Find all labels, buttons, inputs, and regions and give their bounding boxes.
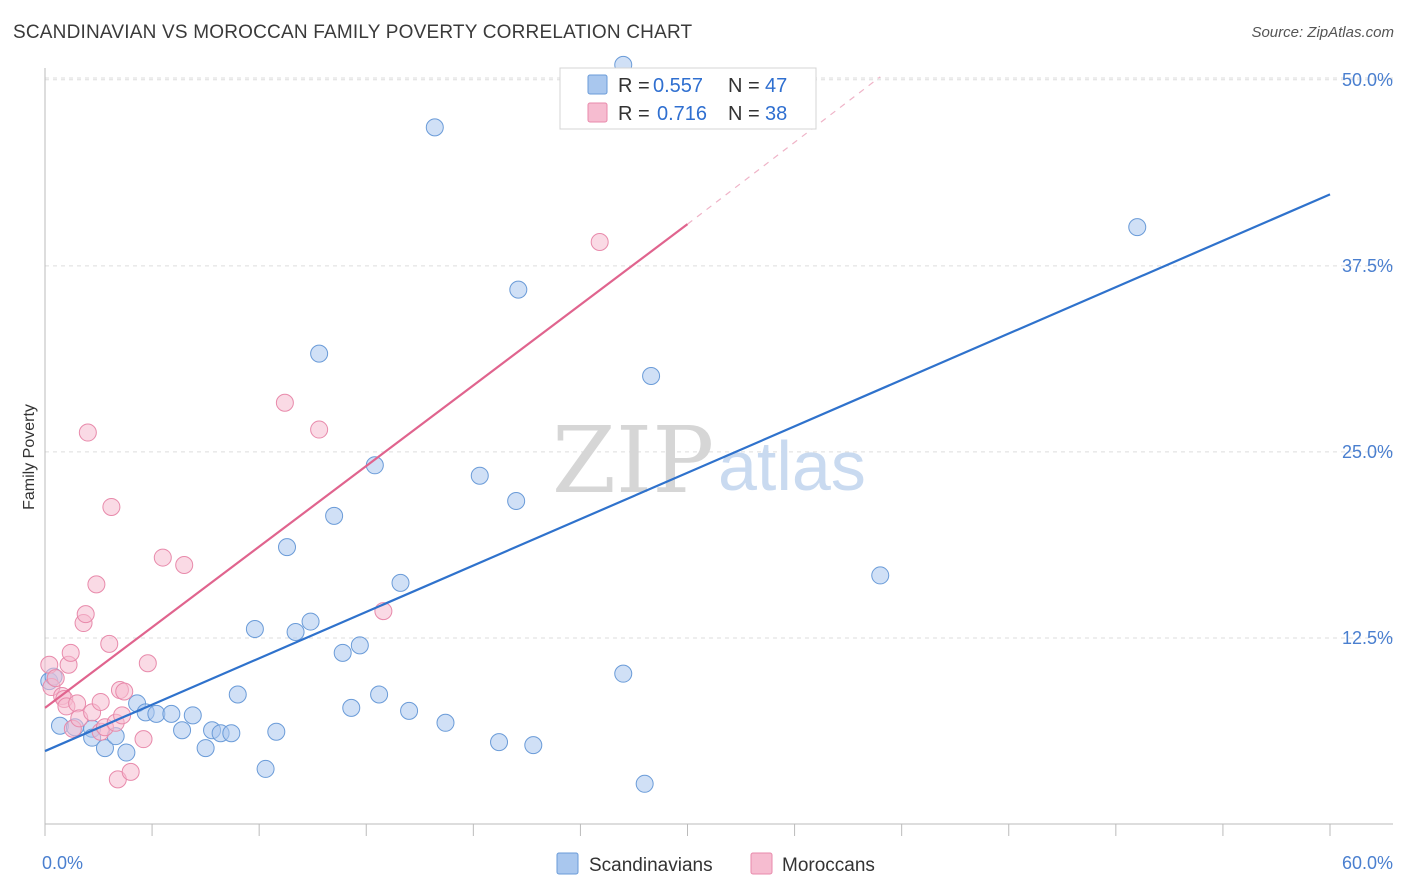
point-scandinavian xyxy=(871,566,890,585)
point-scandinavian xyxy=(286,622,305,641)
point-scandinavian xyxy=(162,704,181,723)
point-scandinavian xyxy=(400,701,419,720)
point-scandinavian xyxy=(391,573,410,592)
legend-swatch-moroccans xyxy=(587,102,608,123)
legend-box: R = 0.557 N = 47 R = 0.716 N = 38 xyxy=(559,67,817,130)
point-scandinavian xyxy=(333,643,352,662)
bottom-legend-label-scandinavians: Scandinavians xyxy=(589,855,713,876)
point-moroccan xyxy=(121,762,140,781)
chart-title: SCANDINAVIAN VS MOROCCAN FAMILY POVERTY … xyxy=(13,22,693,43)
watermark: ZIP atlas xyxy=(552,407,866,514)
point-scandinavian xyxy=(196,739,215,758)
point-scandinavian xyxy=(342,698,361,717)
trendline-scandinavians xyxy=(44,193,1331,753)
point-scandinavian xyxy=(507,492,526,511)
point-scandinavian xyxy=(278,538,297,557)
point-moroccan xyxy=(102,497,121,516)
point-scandinavian xyxy=(350,636,369,655)
bottom-legend: Scandinavians Moroccans xyxy=(556,852,875,876)
trend-layer xyxy=(44,76,1331,753)
legend-r-value-2: 0.716 xyxy=(657,103,707,125)
point-scandinavian xyxy=(370,685,389,704)
grid-layer xyxy=(45,77,1393,639)
point-scandinavian xyxy=(183,706,202,725)
y-axis-label: Family Poverty xyxy=(21,404,38,510)
y-tick-label: 25.0% xyxy=(1342,442,1393,462)
point-scandinavian xyxy=(635,774,654,793)
bottom-legend-label-moroccans: Moroccans xyxy=(782,855,875,876)
legend-n-label-2: N = xyxy=(728,103,760,125)
point-scandinavian xyxy=(509,280,528,299)
point-scandinavian xyxy=(1128,218,1147,237)
y-tick-label: 37.5% xyxy=(1342,256,1393,276)
point-scandinavian xyxy=(245,620,264,639)
x-tick-label-min: 0.0% xyxy=(42,853,83,873)
trendline-moroccans xyxy=(44,223,689,709)
point-scandinavian xyxy=(117,743,136,762)
point-moroccan xyxy=(310,420,329,439)
point-moroccan xyxy=(275,393,294,412)
trendline-moroccans-extension xyxy=(687,76,881,225)
point-scandinavian xyxy=(436,713,455,732)
point-scandinavian xyxy=(524,736,543,755)
point-moroccan xyxy=(138,654,157,673)
point-moroccan xyxy=(590,233,609,252)
point-moroccan xyxy=(61,643,80,662)
watermark-atlas: atlas xyxy=(718,427,866,505)
point-moroccan xyxy=(78,423,97,442)
point-scandinavian xyxy=(642,366,661,385)
point-scandinavian xyxy=(490,733,509,752)
point-scandinavian xyxy=(614,664,633,683)
y-tick-label: 12.5% xyxy=(1342,628,1393,648)
y-tick-label: 50.0% xyxy=(1342,70,1393,90)
point-moroccan xyxy=(153,548,172,567)
point-moroccan xyxy=(87,575,106,594)
legend-n-value-1: 47 xyxy=(765,75,787,97)
x-tick-label-max: 60.0% xyxy=(1342,853,1393,873)
point-moroccan xyxy=(100,634,119,653)
point-scandinavian xyxy=(425,118,444,137)
point-scandinavian xyxy=(310,344,329,363)
point-moroccan xyxy=(68,694,87,713)
point-scandinavian xyxy=(222,724,241,743)
point-moroccan xyxy=(175,556,194,575)
point-moroccan xyxy=(76,605,95,624)
watermark-zip: ZIP xyxy=(552,407,714,514)
point-scandinavian xyxy=(301,612,320,631)
point-scandinavian xyxy=(256,759,275,778)
legend-r-label-2: R = xyxy=(618,103,650,125)
legend-n-label-1: N = xyxy=(728,75,760,97)
legend-r-label-1: R = xyxy=(618,75,650,97)
source-credit: Source: ZipAtlas.com xyxy=(1251,24,1394,41)
point-scandinavian xyxy=(267,722,286,741)
legend-swatch-scandinavians xyxy=(587,74,608,95)
axis-layer: 12.5% 25.0% 37.5% 50.0% 0.0% 60.0% xyxy=(42,68,1393,873)
legend-n-value-2: 38 xyxy=(765,103,787,125)
point-moroccan xyxy=(91,692,110,711)
point-moroccan xyxy=(134,730,153,749)
point-moroccan xyxy=(46,669,65,688)
point-moroccan xyxy=(115,682,134,701)
legend-r-value-1: 0.557 xyxy=(653,75,703,97)
point-scandinavian xyxy=(325,506,344,525)
point-scandinavian xyxy=(470,466,489,485)
point-scandinavian xyxy=(228,685,247,704)
points-layer xyxy=(40,55,1147,793)
bottom-legend-swatch-moroccans xyxy=(750,852,773,875)
point-scandinavian xyxy=(147,704,166,723)
point-scandinavian xyxy=(173,721,192,740)
bottom-legend-swatch-scandinavians xyxy=(556,852,579,875)
